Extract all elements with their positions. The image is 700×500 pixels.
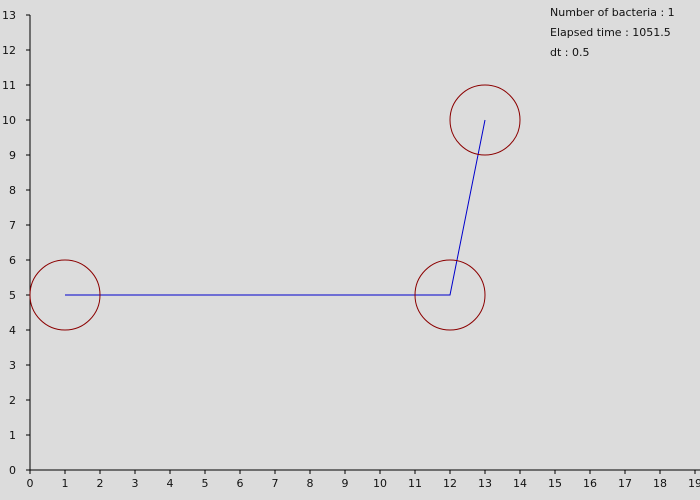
bacteria-count-value: 1 bbox=[667, 6, 675, 19]
y-tick-label: 13 bbox=[2, 9, 16, 22]
x-tick-label: 8 bbox=[307, 477, 314, 490]
elapsed-time-row: Elapsed time : 1051.5 bbox=[550, 26, 675, 46]
x-tick-label: 16 bbox=[583, 477, 597, 490]
y-tick-label: 0 bbox=[9, 464, 16, 477]
x-tick-label: 15 bbox=[548, 477, 562, 490]
y-tick-label: 2 bbox=[9, 394, 16, 407]
y-tick-label: 3 bbox=[9, 359, 16, 372]
separator: : bbox=[625, 26, 633, 39]
x-tick-label: 0 bbox=[27, 477, 34, 490]
y-tick-label: 12 bbox=[2, 44, 16, 57]
x-tick-label: 5 bbox=[202, 477, 209, 490]
x-tick-label: 1 bbox=[62, 477, 69, 490]
x-tick-label: 13 bbox=[478, 477, 492, 490]
x-tick-label: 14 bbox=[513, 477, 527, 490]
bacterium-circle bbox=[449, 84, 521, 156]
bacteria-count-label: Number of bacteria bbox=[550, 6, 657, 19]
x-tick-label: 3 bbox=[132, 477, 139, 490]
x-tick-label: 10 bbox=[373, 477, 387, 490]
y-tick-label: 9 bbox=[9, 149, 16, 162]
y-tick-label: 6 bbox=[9, 254, 16, 267]
y-tick-label: 7 bbox=[9, 219, 16, 232]
x-tick-label: 7 bbox=[272, 477, 279, 490]
elapsed-time-value: 1051.5 bbox=[632, 26, 671, 39]
chart-marks bbox=[29, 84, 521, 331]
info-panel: Number of bacteria : 1 Elapsed time : 10… bbox=[550, 6, 675, 66]
x-tick-label: 12 bbox=[443, 477, 457, 490]
bacterium-path-line bbox=[65, 119, 486, 296]
dt-label: dt bbox=[550, 46, 562, 59]
x-tick-label: 17 bbox=[618, 477, 632, 490]
x-tick-label: 2 bbox=[97, 477, 104, 490]
separator: : bbox=[660, 6, 668, 19]
x-tick-label: 4 bbox=[167, 477, 174, 490]
bacterium-circle bbox=[414, 259, 486, 331]
x-tick-label: 19 bbox=[688, 477, 700, 490]
elapsed-time-label: Elapsed time bbox=[550, 26, 622, 39]
x-tick-label: 18 bbox=[653, 477, 667, 490]
separator: : bbox=[564, 46, 572, 59]
y-tick-label: 5 bbox=[9, 289, 16, 302]
x-tick-label: 9 bbox=[342, 477, 349, 490]
y-tick-label: 1 bbox=[9, 429, 16, 442]
dt-value: 0.5 bbox=[572, 46, 590, 59]
axes: 0 1 2 3 4 5 6 7 8 9 10 11 12 13 14 15 16 17 18 190123456789… bbox=[2, 9, 700, 490]
y-tick-label: 4 bbox=[9, 324, 16, 337]
x-tick-label: 6 bbox=[237, 477, 244, 490]
bacterium-circle bbox=[29, 259, 101, 331]
y-tick-label: 8 bbox=[9, 184, 16, 197]
bacteria-count-row: Number of bacteria : 1 bbox=[550, 6, 675, 26]
dt-row: dt : 0.5 bbox=[550, 46, 675, 66]
y-tick-label: 10 bbox=[2, 114, 16, 127]
y-tick-label: 11 bbox=[2, 79, 16, 92]
x-tick-label: 11 bbox=[408, 477, 422, 490]
